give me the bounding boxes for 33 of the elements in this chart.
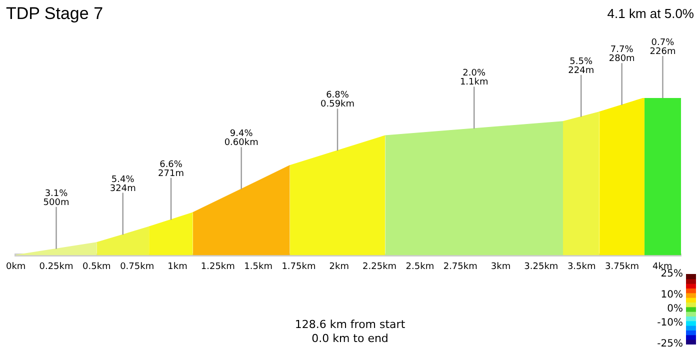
color-bar-label: -25% bbox=[657, 338, 683, 350]
x-tick-label: 1km bbox=[168, 262, 188, 272]
annotation: 5.4% 324m bbox=[110, 174, 136, 194]
x-tick-label: 3.25km bbox=[524, 262, 558, 272]
chart-title: TDP Stage 7 bbox=[6, 4, 104, 24]
annotation: 6.6% 271m bbox=[158, 160, 184, 179]
color-bar-label: -10% bbox=[657, 318, 683, 329]
x-tick-label: 0.75km bbox=[120, 262, 154, 272]
annotation: 0.7% 226m bbox=[650, 38, 676, 57]
x-tick-label: 0.25km bbox=[39, 262, 74, 272]
x-tick-label: 2km bbox=[329, 262, 349, 272]
x-tick-label: 1.5km bbox=[244, 262, 272, 272]
annotation: 3.1% 500m bbox=[43, 188, 70, 208]
x-tick-label: 0km bbox=[6, 262, 26, 272]
text: 0.0 km to end bbox=[310, 332, 390, 346]
annotation: 2.0% 1.1km bbox=[460, 68, 488, 88]
text: 128.6 km from start bbox=[294, 318, 406, 332]
x-tick-label: 3.5km bbox=[567, 262, 596, 272]
color-bar-label: 10% bbox=[660, 290, 683, 301]
annotation: 5.5% 224m bbox=[568, 56, 594, 76]
x-tick-label: 1.75km bbox=[282, 262, 316, 272]
x-tick-label: 3km bbox=[490, 262, 511, 272]
x-tick-label: 1.25km bbox=[200, 262, 235, 272]
annotation: 6.8% 0.59km bbox=[320, 90, 355, 110]
x-tick-label: 2.5km bbox=[406, 262, 434, 272]
chart-subtitle: 4.1 km at 5.0% bbox=[607, 6, 694, 21]
x-tick-label: 2.25km bbox=[362, 262, 397, 272]
color-bar-label: 0% bbox=[667, 304, 683, 315]
annotation: 7.7% 280m bbox=[608, 45, 635, 64]
x-tick-label: 3.75km bbox=[604, 262, 640, 272]
x-tick-label: 0.5km bbox=[82, 262, 111, 272]
x-tick-label: 2.75km bbox=[443, 262, 478, 272]
annotation: 9.4% 0.60km bbox=[224, 129, 258, 148]
